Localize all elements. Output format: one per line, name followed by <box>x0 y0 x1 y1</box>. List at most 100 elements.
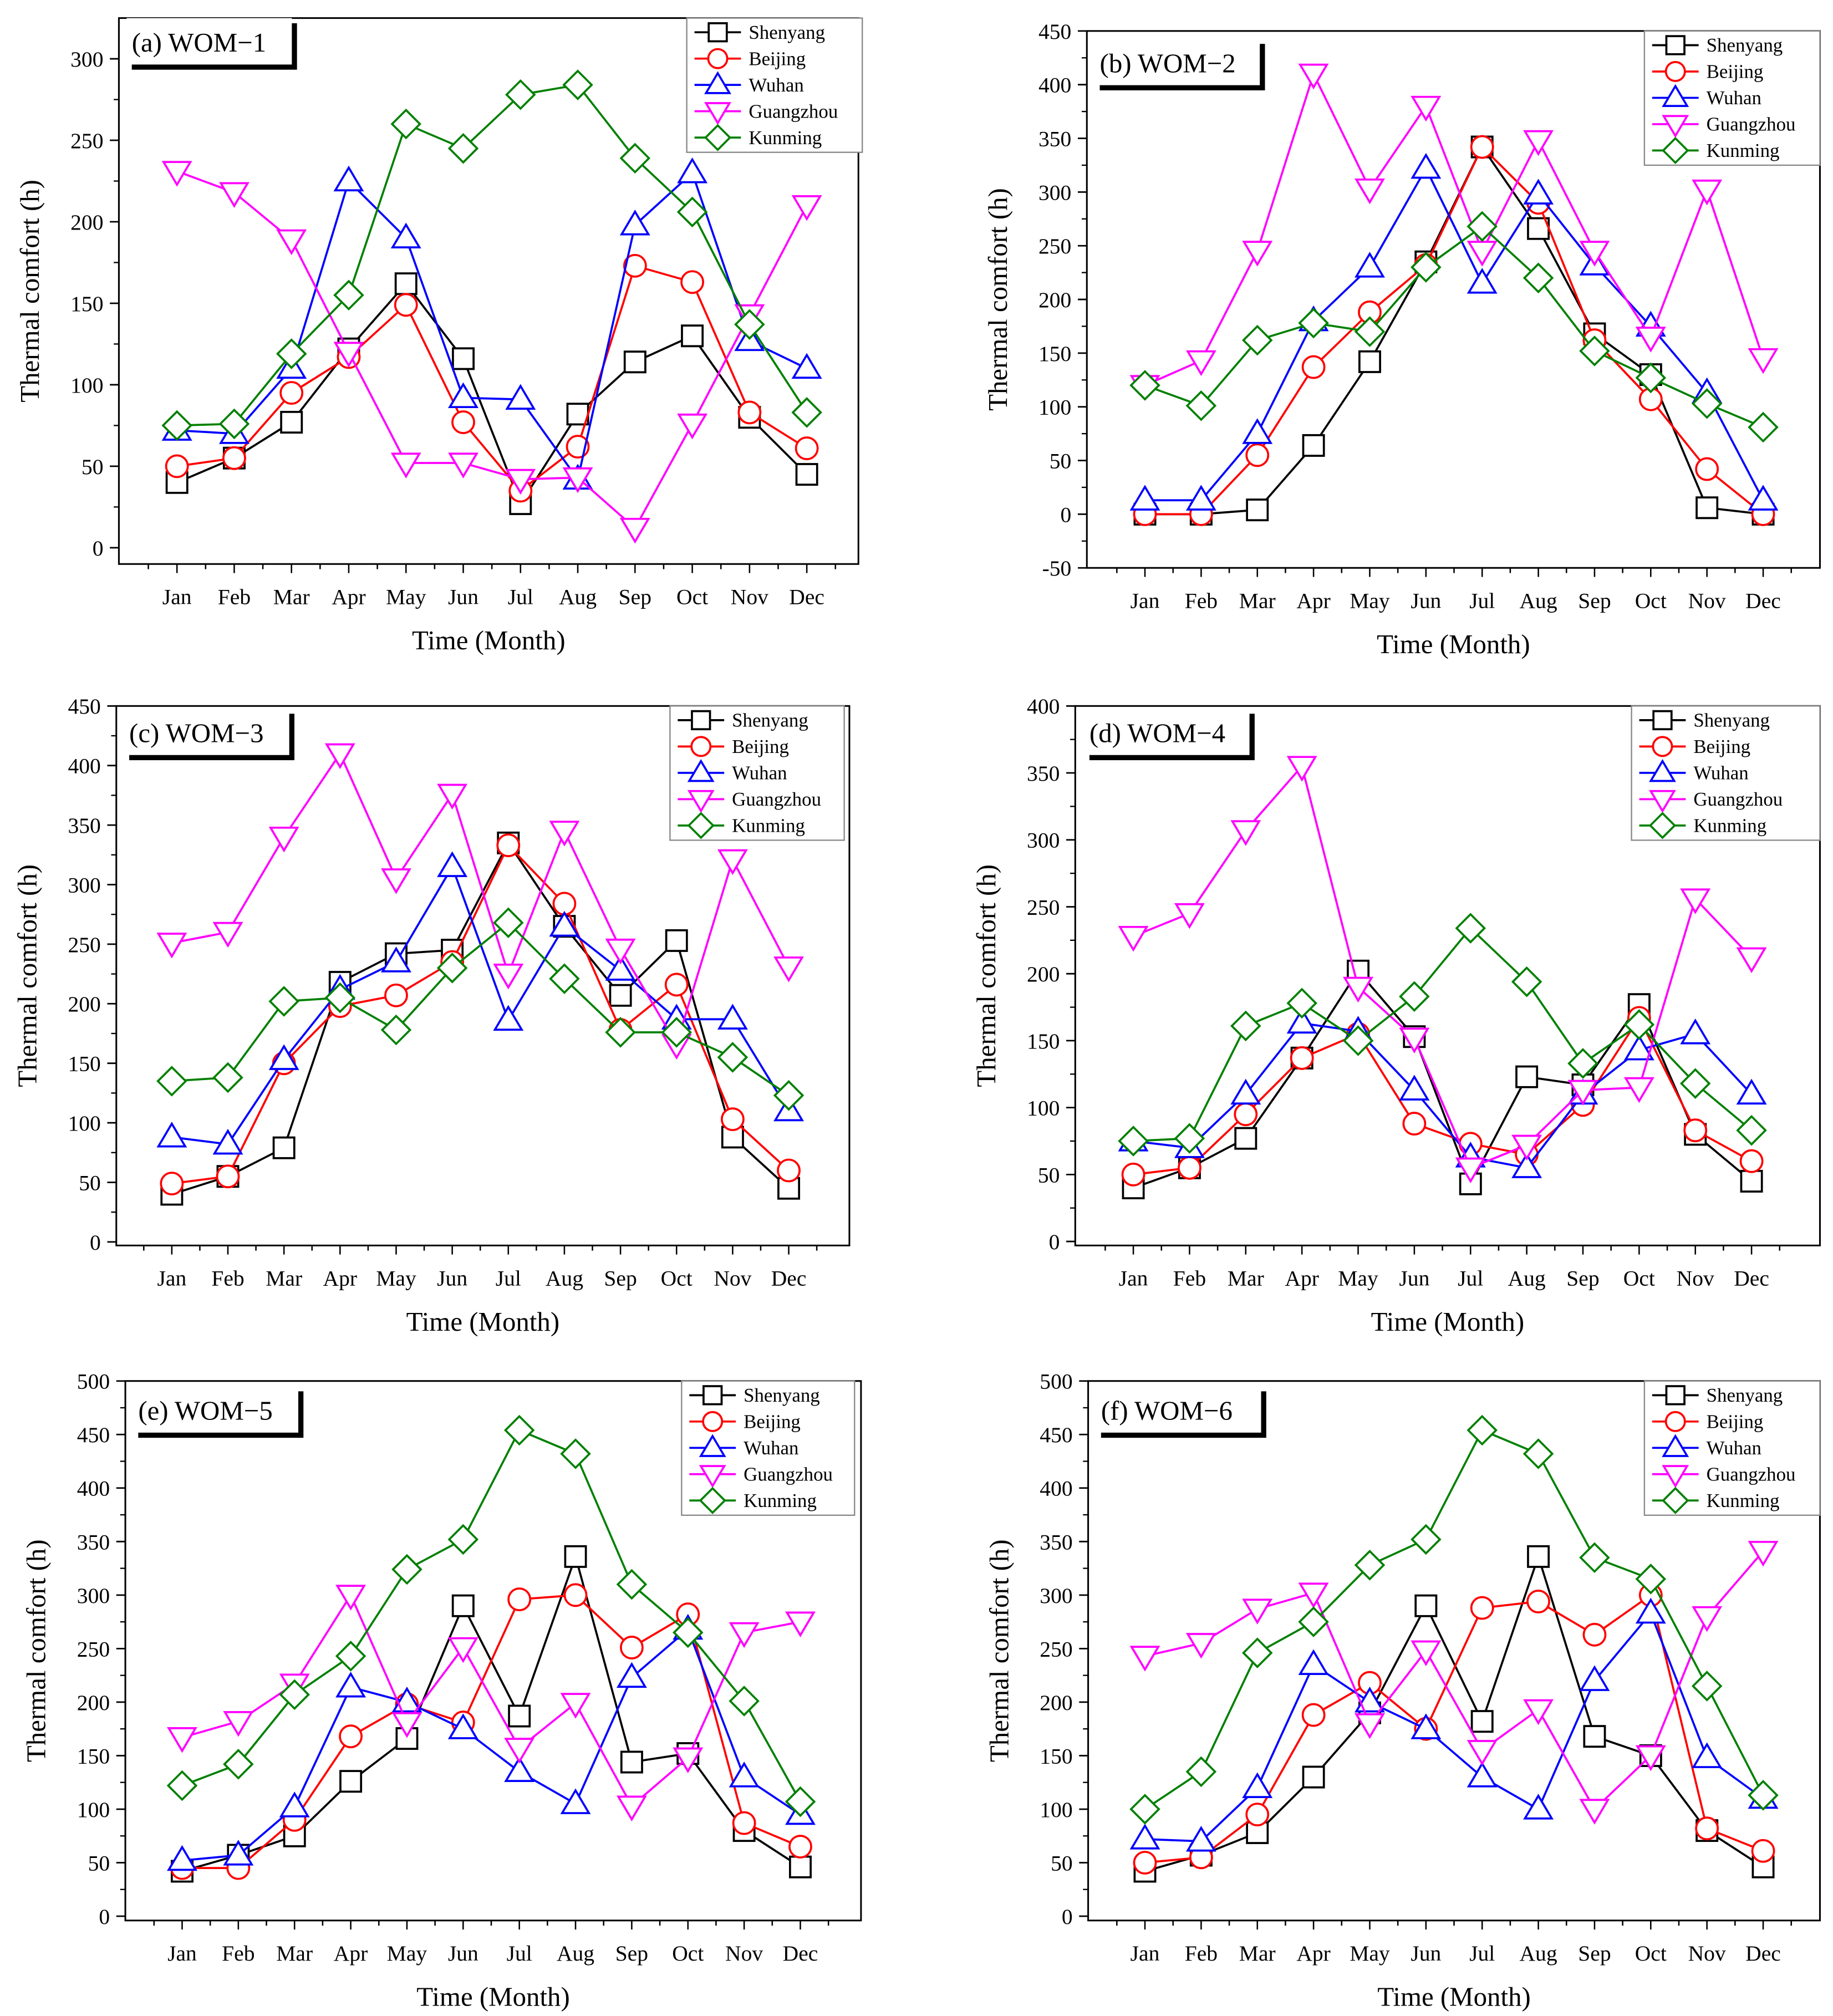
y-tick-label: 250 <box>77 1637 110 1661</box>
data-point-beijing <box>680 270 705 294</box>
legend-label: Shenyang <box>749 22 825 43</box>
series-beijing <box>165 253 819 503</box>
data-point-guangzhou <box>1748 348 1779 374</box>
y-tick-label: 50 <box>1038 1163 1060 1187</box>
data-point-beijing <box>1234 1102 1258 1127</box>
legend-label: Guangzhou <box>1693 788 1783 810</box>
x-axis-label: Time (Month) <box>1377 629 1530 659</box>
x-tick-label: Jul <box>507 1941 532 1966</box>
series-wuhan <box>167 1613 816 1871</box>
legend-label: Wuhan <box>732 762 787 784</box>
data-point-beijing <box>451 410 475 434</box>
chart-panel-e: 0 50 100 150 200 250 300 350 400 450 500 Jan Feb Mar A… <box>21 1370 862 2012</box>
data-point-kunming <box>1411 1524 1442 1555</box>
data-point-kunming <box>1567 1048 1598 1079</box>
data-point-beijing <box>563 1583 588 1607</box>
data-point-guangzhou <box>218 182 250 208</box>
data-point-guangzhou <box>324 743 355 770</box>
x-tick-label: Jan <box>162 584 192 609</box>
legend-marker-beijing <box>1664 1411 1686 1432</box>
data-point-kunming <box>335 1641 366 1672</box>
data-point-wuhan <box>1298 1649 1329 1675</box>
legend-label: Wuhan <box>749 74 803 96</box>
series-shenyang <box>1133 1545 1775 1883</box>
legend: Shenyang Beijing Wuhan Guangzhou Kunming <box>669 705 845 841</box>
data-point-shenyang <box>1470 1710 1494 1733</box>
data-point-beijing <box>777 1158 801 1183</box>
data-point-shenyang <box>452 347 475 370</box>
series-line-shenyang <box>1144 1553 1764 1872</box>
x-axis-label: Time (Month) <box>412 625 566 655</box>
x-tick-label: Oct <box>1635 1941 1667 1966</box>
data-point-kunming <box>1691 388 1723 419</box>
y-tick-label: 50 <box>88 1851 110 1875</box>
x-tick-label: Mar <box>1239 1941 1276 1966</box>
data-point-wuhan <box>1635 1597 1666 1624</box>
x-tick-label: Apr <box>1296 588 1331 613</box>
data-point-shenyang <box>1302 1765 1325 1789</box>
x-tick-label: Sep <box>1566 1266 1599 1290</box>
x-tick-label: Jul <box>508 584 533 609</box>
legend-label: Wuhan <box>1707 1437 1761 1459</box>
data-point-guangzhou <box>1579 241 1610 267</box>
x-tick-label: Sep <box>1578 1941 1611 1966</box>
legend-marker-guangzhou <box>687 790 715 813</box>
legend-marker-kunming <box>699 1486 726 1514</box>
y-tick-label: 500 <box>1040 1370 1072 1394</box>
data-point-guangzhou <box>448 452 478 478</box>
data-point-kunming <box>1635 1564 1667 1595</box>
data-point-kunming <box>1298 307 1329 339</box>
data-point-beijing <box>720 1107 745 1132</box>
data-point-wuhan <box>1399 1075 1430 1101</box>
y-tick-label: 200 <box>1027 962 1060 986</box>
legend-marker-beijing <box>707 48 729 69</box>
data-point-guangzhou <box>1411 95 1442 122</box>
data-point-guangzhou <box>605 938 636 965</box>
data-point-kunming <box>223 1749 254 1780</box>
data-point-wuhan <box>1523 1794 1554 1820</box>
y-tick-label: 450 <box>77 1423 110 1447</box>
series-line-guangzhou <box>1144 1550 1764 1811</box>
y-axis-label: Thermal comfort (h) <box>982 188 1013 411</box>
x-tick-label: Feb <box>1185 588 1218 613</box>
data-point-kunming <box>1635 362 1667 394</box>
x-tick-label: Jan <box>167 1941 197 1966</box>
legend-label: Kunming <box>1707 140 1780 161</box>
data-point-beijing <box>1683 1118 1708 1143</box>
x-tick-label: Feb <box>1185 1941 1218 1966</box>
legend-marker-wuhan <box>1649 759 1676 782</box>
legend-label: Shenyang <box>1707 34 1783 56</box>
legend-marker-shenyang <box>691 710 711 731</box>
x-tick-label: Oct <box>661 1266 693 1290</box>
data-point-kunming <box>391 1554 422 1585</box>
data-point-kunming <box>549 963 580 994</box>
legend-marker-guangzhou <box>1649 790 1676 813</box>
data-point-beijing <box>619 1636 644 1659</box>
legend-label: Beijing <box>744 1411 801 1432</box>
series-line-wuhan <box>1145 166 1764 502</box>
y-axis-label: Thermal comfort (h) <box>971 864 1001 1087</box>
data-point-shenyang <box>789 1855 812 1878</box>
data-point-wuhan <box>1286 1007 1317 1034</box>
data-point-beijing <box>496 833 521 858</box>
data-point-guangzhou <box>167 1727 197 1753</box>
data-point-kunming <box>279 1679 310 1710</box>
series-guangzhou <box>161 161 822 544</box>
y-tick-label: -50 <box>1042 556 1072 581</box>
data-point-guangzhou <box>1623 1077 1654 1103</box>
x-tick-label: Oct <box>1623 1266 1655 1290</box>
data-point-kunming <box>493 907 524 938</box>
data-point-shenyang <box>1740 1169 1763 1193</box>
data-point-guangzhou <box>1118 925 1149 952</box>
data-point-wuhan <box>212 1128 243 1155</box>
data-point-kunming <box>503 1414 535 1446</box>
data-point-wuhan <box>447 1713 478 1739</box>
y-axis-label: Thermal comfort (h) <box>14 180 45 403</box>
y-tick-label: 200 <box>68 992 100 1016</box>
data-point-kunming <box>1579 1542 1610 1574</box>
data-point-beijing <box>1290 1046 1314 1070</box>
legend-label: Guangzhou <box>1707 114 1796 135</box>
data-point-kunming <box>785 1786 816 1818</box>
data-point-shenyang <box>623 350 646 374</box>
